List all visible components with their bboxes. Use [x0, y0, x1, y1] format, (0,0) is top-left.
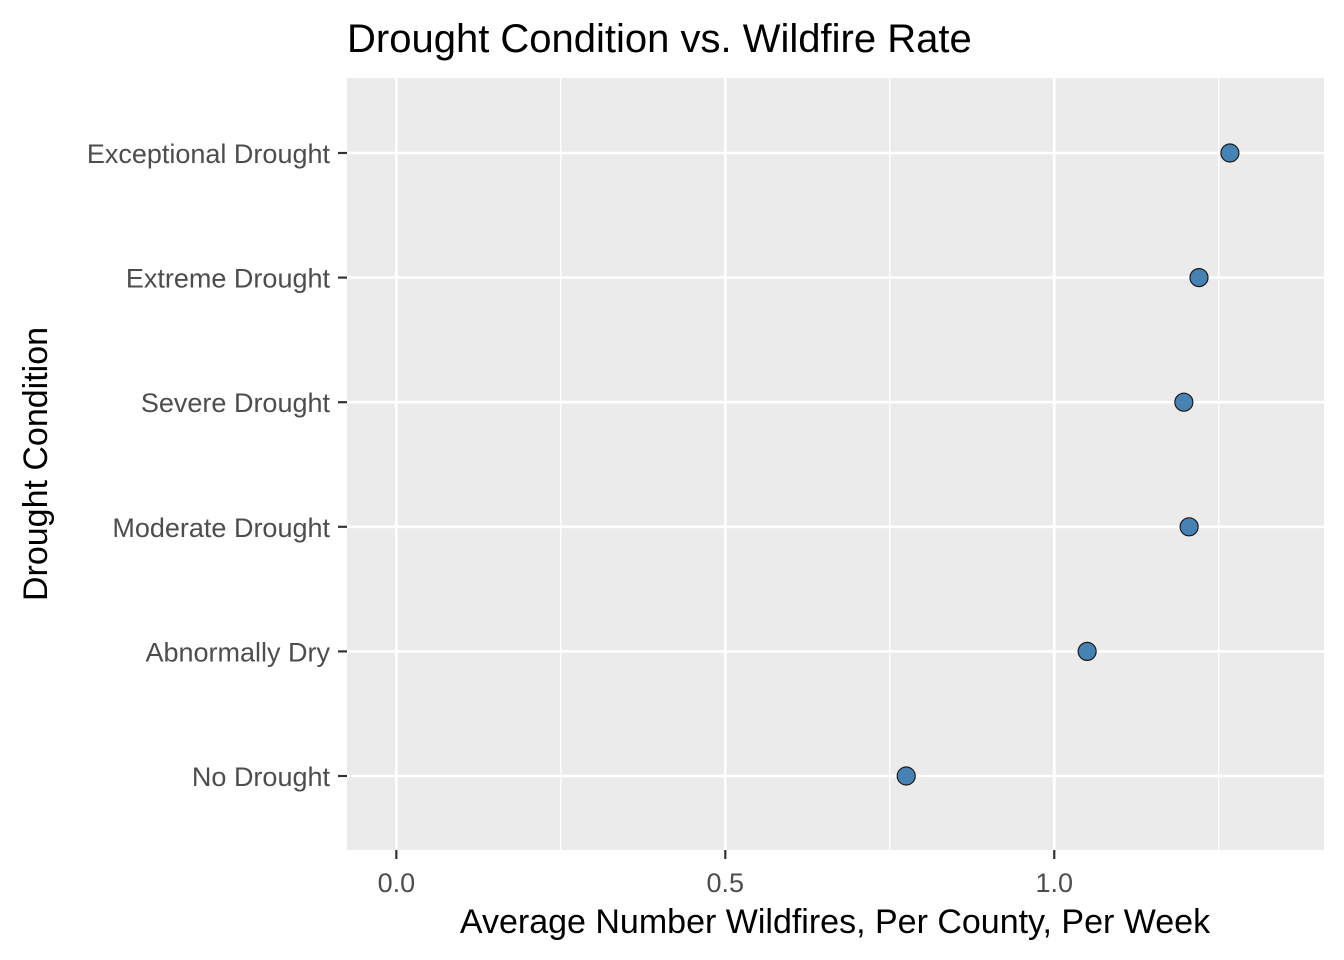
y-tick-label-5: Exceptional Drought	[87, 139, 331, 169]
x-tick-label-2: 1.0	[1035, 868, 1073, 898]
chart-title: Drought Condition vs. Wildfire Rate	[347, 17, 972, 61]
x-tick-label-0: 0.0	[378, 868, 416, 898]
data-point-2	[1179, 517, 1199, 537]
y-axis-ticks: No Drought Abnormally Dry Moderate Drought…	[87, 139, 347, 792]
data-point-3	[1174, 392, 1194, 412]
data-point-0	[896, 766, 916, 786]
y-axis-title: Drought Condition	[17, 327, 55, 601]
y-tick-label-1: Abnormally Dry	[145, 637, 330, 667]
data-points	[896, 143, 1240, 786]
plot-panel	[347, 78, 1324, 850]
x-axis-title: Average Number Wildfires, Per County, Pe…	[460, 903, 1211, 941]
y-tick-label-0: No Drought	[192, 762, 331, 792]
y-tick-label-4: Extreme Drought	[126, 264, 331, 294]
data-point-4	[1189, 268, 1209, 288]
minor-gridlines	[560, 78, 1220, 850]
x-axis-ticks: 0.0 0.5 1.0	[378, 850, 1073, 898]
x-tick-label-1: 0.5	[707, 868, 745, 898]
y-tick-label-3: Severe Drought	[141, 388, 331, 418]
data-point-5	[1220, 143, 1240, 163]
y-tick-label-2: Moderate Drought	[112, 513, 330, 543]
major-gridlines	[347, 78, 1324, 850]
data-point-1	[1077, 641, 1097, 662]
